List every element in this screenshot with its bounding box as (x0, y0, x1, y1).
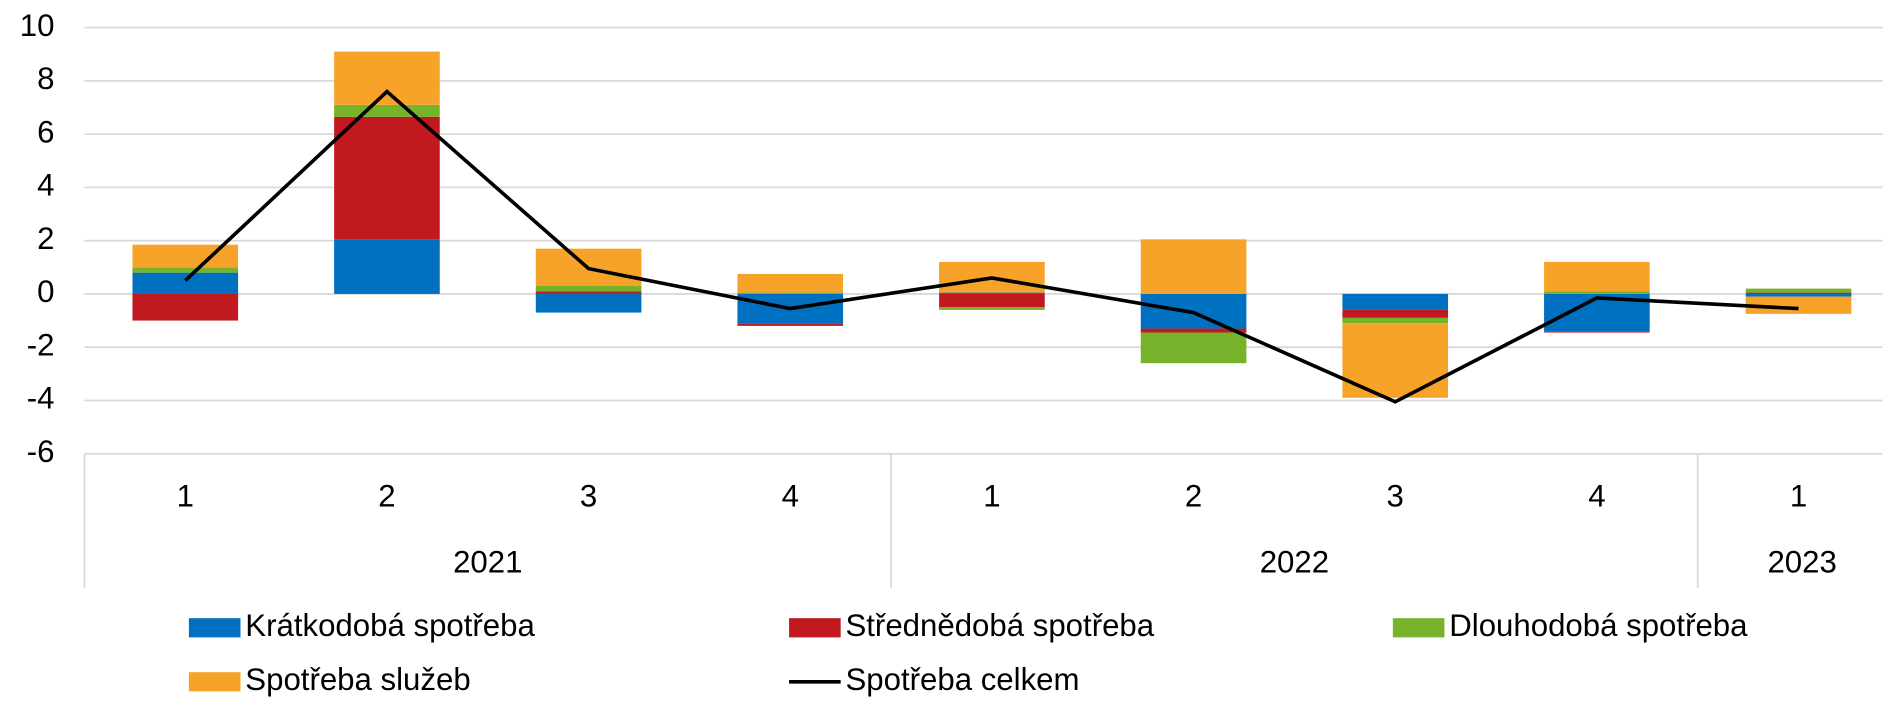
y-tick-label: -4 (27, 381, 55, 416)
x-tick-label: 1 (1790, 478, 1807, 513)
y-tick-label: 10 (20, 8, 55, 43)
x-tick-label: 2 (378, 478, 395, 513)
x-tick-label: 1 (177, 478, 194, 513)
bar (535, 293, 642, 313)
bar (535, 291, 642, 294)
group-label: 2023 (1767, 544, 1836, 579)
bar (1342, 317, 1449, 324)
x-tick-label: 3 (580, 478, 597, 513)
bar (1140, 239, 1247, 294)
x-tick-label: 4 (1588, 478, 1605, 513)
legend-swatch (188, 672, 241, 692)
y-tick-label: 6 (37, 114, 54, 149)
legend-label: Střednědobá spotřeba (845, 608, 1154, 643)
bar (737, 323, 844, 326)
bar (132, 267, 239, 273)
bar (1544, 291, 1650, 294)
bar (737, 273, 844, 293)
bar (939, 293, 1045, 308)
bar (132, 272, 239, 294)
y-tick-label: 2 (37, 221, 54, 256)
bar (1140, 328, 1247, 333)
group-label: 2021 (453, 544, 522, 579)
bar (1544, 331, 1650, 333)
x-tick-label: 1 (983, 478, 1000, 513)
bar (939, 307, 1045, 310)
bar (1140, 332, 1247, 364)
line (184, 89, 1799, 404)
bar (737, 292, 844, 294)
y-tick-label: 8 (37, 61, 54, 96)
bar (939, 292, 1045, 294)
bar (334, 116, 440, 240)
bar (1342, 293, 1449, 310)
bar (1745, 288, 1852, 293)
legend-swatch (1392, 618, 1445, 638)
y-tick-label: 4 (37, 168, 54, 203)
bar (132, 244, 239, 268)
bar (1745, 292, 1852, 294)
x-tick-label: 2 (1185, 478, 1202, 513)
bar (1745, 293, 1852, 297)
legend-label: Krátkodobá spotřeba (245, 608, 535, 643)
legend-label: Dlouhodobá spotřeba (1449, 608, 1748, 643)
bar (535, 285, 642, 292)
legend-label: Spotřeba celkem (845, 662, 1079, 697)
y-tick-label: 0 (37, 274, 54, 309)
bar (1745, 296, 1852, 314)
group-label: 2022 (1260, 544, 1329, 579)
bar (334, 239, 440, 294)
bar (334, 51, 440, 105)
y-tick-label: -6 (27, 434, 55, 469)
legend-label: Spotřeba služeb (245, 662, 470, 697)
bar (1342, 309, 1449, 318)
y-tick-label: -2 (27, 327, 55, 362)
legend-swatch (789, 618, 841, 638)
bar (132, 293, 239, 321)
x-tick-label: 3 (1387, 478, 1404, 513)
bar (1544, 261, 1650, 292)
bar (334, 104, 440, 117)
legend-swatch (188, 618, 241, 638)
x-tick-label: 4 (782, 478, 799, 513)
